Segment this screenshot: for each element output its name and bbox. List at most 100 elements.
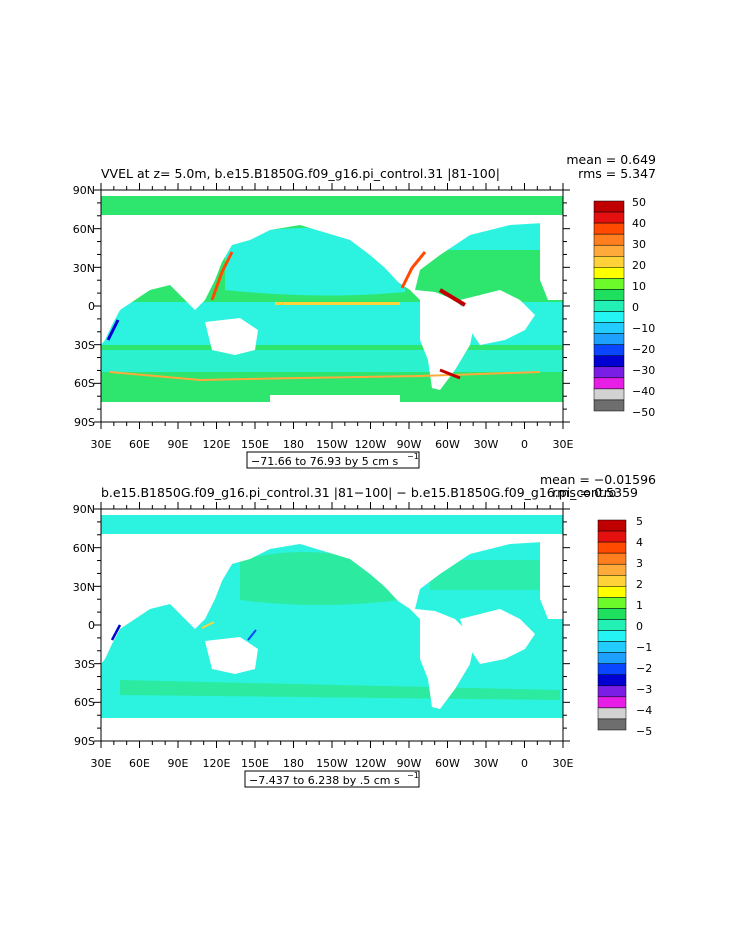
lon-tick-label: 30W — [474, 438, 499, 451]
colorbar-swatch — [597, 619, 627, 631]
lat-tick-label: 60N — [73, 223, 95, 236]
colorbar-label: −5 — [636, 725, 652, 738]
colorbar-label: −20 — [632, 343, 655, 356]
lon-tick-label: 180 — [283, 757, 304, 770]
lon-tick-label: 150E — [241, 438, 269, 451]
lon-tick-label: 120E — [203, 757, 231, 770]
colorbar-swatch — [597, 541, 627, 554]
colorbar-swatch — [593, 278, 625, 290]
colorbar — [597, 519, 627, 731]
map-field — [101, 509, 563, 741]
panel-bottom: b.e15.B1850G.f09_g16.pi_control.31 |81−1… — [73, 472, 656, 788]
lon-tick-label: 60E — [129, 438, 150, 451]
colorbar-label: 0 — [636, 620, 643, 633]
colorbar-swatch — [597, 630, 627, 642]
map-field — [101, 190, 563, 422]
stat-mean: mean = −0.01596 — [540, 472, 656, 487]
panel-title: VVEL at z= 5.0m, b.e15.B1850G.f09_g16.pi… — [101, 166, 500, 181]
lat-tick-label: 30N — [73, 262, 95, 275]
lat-tick-label: 30S — [74, 339, 95, 352]
lat-tick-label: 60N — [73, 542, 95, 555]
lat-tick-label: 90N — [73, 503, 95, 516]
colorbar-label: 40 — [632, 217, 646, 230]
colorbar-swatch — [593, 388, 625, 401]
colorbar-swatch — [597, 663, 627, 675]
lon-tick-label: 30W — [474, 757, 499, 770]
lon-tick-label: 150E — [241, 757, 269, 770]
colorbar-label: 5 — [636, 515, 643, 528]
lon-axis-labels: 30E 60E 90E 120E 150E 180 150W 120W 90W … — [91, 438, 574, 451]
colorbar-swatch — [597, 707, 627, 720]
colorbar-label: 3 — [636, 557, 643, 570]
colorbar-swatch — [597, 608, 627, 620]
colorbar-swatch — [597, 563, 627, 576]
colorbar-swatch — [597, 530, 627, 543]
colorbar-swatch — [593, 300, 625, 312]
lon-tick-label: 60W — [435, 757, 460, 770]
colorbar-swatch — [593, 399, 625, 412]
lon-tick-label: 0 — [521, 757, 528, 770]
colorbar-label: 10 — [632, 280, 646, 293]
colorbar-swatch — [597, 652, 627, 664]
tick-marks — [94, 183, 570, 429]
lon-tick-label: 30E — [91, 438, 112, 451]
colorbar-label: −4 — [636, 704, 652, 717]
lon-tick-label: 90E — [168, 438, 189, 451]
lon-tick-label: 60E — [129, 757, 150, 770]
lat-axis-labels: 90N 60N 30N 0 30S 60S 90S — [73, 184, 95, 429]
colorbar-label: 50 — [632, 196, 646, 209]
lon-tick-label: 30E — [553, 438, 574, 451]
lon-tick-label: 150W — [316, 757, 348, 770]
colorbar-label: 1 — [636, 599, 643, 612]
lat-tick-label: 0 — [88, 300, 95, 313]
lat-tick-label: 30S — [74, 658, 95, 671]
range-label: −71.66 to 76.93 by 5 cm s — [251, 455, 398, 468]
range-unit-exponent: −1 — [407, 771, 419, 780]
panel-title: b.e15.B1850G.f09_g16.pi_control.31 |81−1… — [101, 485, 616, 500]
colorbar-swatch — [593, 344, 625, 356]
colorbar-swatch — [593, 366, 625, 379]
lat-tick-label: 90S — [74, 735, 95, 748]
lat-tick-label: 30N — [73, 581, 95, 594]
lon-tick-label: 120E — [203, 438, 231, 451]
colorbar-label: 4 — [636, 536, 643, 549]
colorbar-label: −10 — [632, 322, 655, 335]
colorbar-swatch — [593, 355, 625, 368]
panel-top: VVEL at z= 5.0m, b.e15.B1850G.f09_g16.pi… — [73, 152, 656, 469]
colorbar — [593, 200, 625, 412]
lon-tick-label: 0 — [521, 438, 528, 451]
colorbar-swatch — [593, 256, 625, 268]
tick-marks — [94, 502, 570, 748]
lon-tick-label: 150W — [316, 438, 348, 451]
colorbar-swatch — [593, 289, 625, 301]
colorbar-label: −1 — [636, 641, 652, 654]
colorbar-swatch — [593, 211, 625, 224]
lon-tick-label: 90E — [168, 757, 189, 770]
colorbar-swatch — [597, 586, 627, 598]
range-box: −71.66 to 76.93 by 5 cm s −1 — [246, 451, 420, 469]
lat-tick-label: 90S — [74, 416, 95, 429]
colorbar-swatch — [597, 641, 627, 653]
colorbar-swatch — [593, 311, 625, 323]
colorbar-swatch — [593, 333, 625, 345]
colorbar-label: 0 — [632, 301, 639, 314]
colorbar-swatch — [597, 685, 627, 698]
lat-tick-label: 0 — [88, 619, 95, 632]
lon-tick-label: 60W — [435, 438, 460, 451]
colorbar-swatch — [593, 222, 625, 235]
colorbar-swatch — [597, 552, 627, 565]
lon-axis-labels: 30E 60E 90E 120E 150E 180 150W 120W 90W … — [91, 757, 574, 770]
colorbar-label: −40 — [632, 385, 655, 398]
lon-tick-label: 180 — [283, 438, 304, 451]
colorbar-label: 2 — [636, 578, 643, 591]
colorbar-labels: 50 40 30 20 10 0 −10 −20 −30 −40 −50 — [632, 196, 655, 419]
colorbar-label: 20 — [632, 259, 646, 272]
lon-tick-label: 90W — [397, 757, 422, 770]
range-box: −7.437 to 6.238 by .5 cm s −1 — [244, 770, 420, 788]
colorbar-label: 30 — [632, 238, 646, 251]
colorbar-swatch — [593, 322, 625, 334]
lon-tick-label: 90W — [397, 438, 422, 451]
lat-tick-label: 90N — [73, 184, 95, 197]
lon-tick-label: 120W — [355, 757, 387, 770]
colorbar-swatch — [597, 575, 627, 587]
